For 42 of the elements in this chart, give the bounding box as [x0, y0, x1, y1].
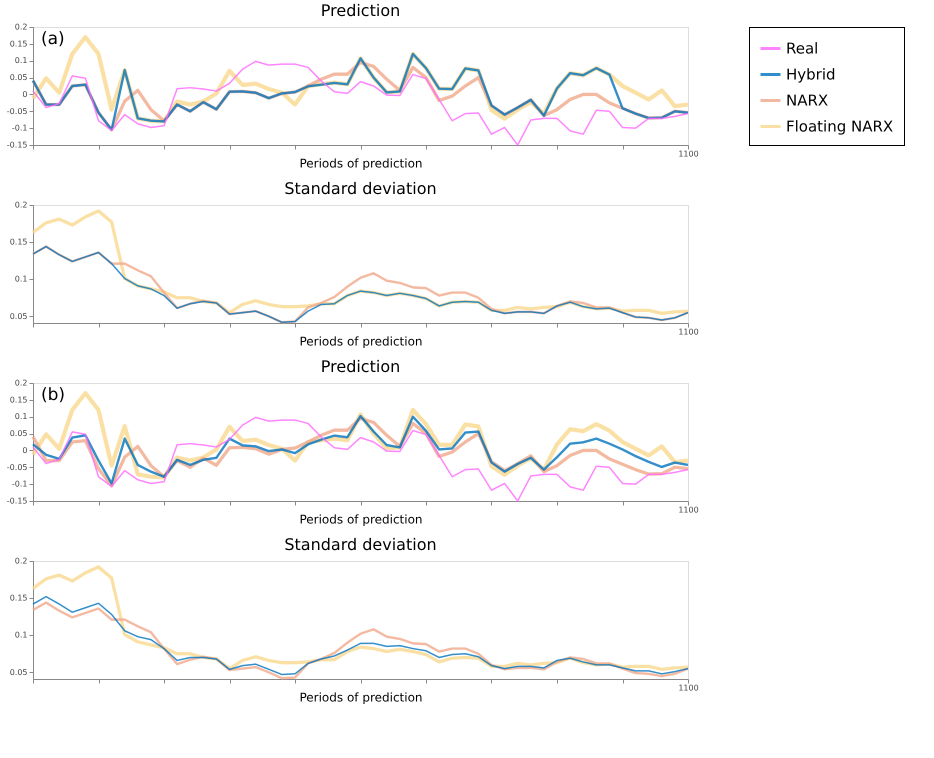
- annotation: (a): [41, 29, 65, 49]
- y-tick-label: 0.1: [14, 412, 28, 422]
- y-tick-label: 0.2: [14, 556, 28, 566]
- legend-label: NARX: [786, 92, 828, 110]
- chart-title: Prediction: [320, 1, 400, 20]
- x-tick-label: 1100: [678, 684, 699, 692]
- y-tick-label: -0.1: [12, 480, 28, 489]
- y-tick-label: -0.05: [6, 462, 28, 472]
- annotation: (b): [41, 385, 66, 405]
- x-axis-title: Periods of prediction: [299, 690, 423, 704]
- y-tick-label: -0.1: [12, 124, 28, 133]
- y-tick-label: 0.05: [10, 429, 28, 438]
- legend-label: Hybrid: [786, 66, 836, 84]
- y-tick-label: 0: [22, 90, 28, 99]
- y-tick-label: 0.1: [14, 56, 28, 66]
- y-tick-label: -0.15: [6, 140, 28, 150]
- x-tick-label: 1100: [678, 150, 699, 158]
- legend-label: Floating NARX: [786, 118, 894, 136]
- x-tick-label: 1100: [678, 506, 699, 514]
- y-tick-label: 0.15: [10, 39, 28, 48]
- y-tick-label: -0.05: [6, 106, 28, 116]
- y-tick-label: 0.2: [14, 378, 28, 388]
- y-tick-label: 0.2: [14, 22, 28, 32]
- y-tick-label: -0.15: [6, 496, 28, 506]
- y-tick-label: 0.05: [10, 312, 28, 321]
- legend-label: Real: [786, 40, 818, 58]
- y-tick-label: 0.15: [10, 594, 28, 603]
- y-tick-label: 0.2: [14, 200, 28, 210]
- y-tick-label: 0.1: [14, 274, 28, 284]
- chart-title: Standard deviation: [284, 179, 437, 198]
- chart-title: Prediction: [320, 357, 400, 376]
- x-axis-title: Periods of prediction: [299, 512, 423, 526]
- y-tick-label: 0.05: [10, 668, 28, 677]
- chart-title: Standard deviation: [284, 535, 437, 554]
- y-tick-label: 0.15: [10, 238, 28, 247]
- y-tick-label: 0.05: [10, 73, 28, 82]
- x-axis-title: Periods of prediction: [299, 334, 423, 348]
- y-tick-label: 0.15: [10, 395, 28, 404]
- x-tick-label: 1100: [678, 328, 699, 336]
- y-tick-label: 0: [22, 446, 28, 455]
- y-tick-label: 0.1: [14, 630, 28, 640]
- x-axis-title: Periods of prediction: [299, 156, 423, 170]
